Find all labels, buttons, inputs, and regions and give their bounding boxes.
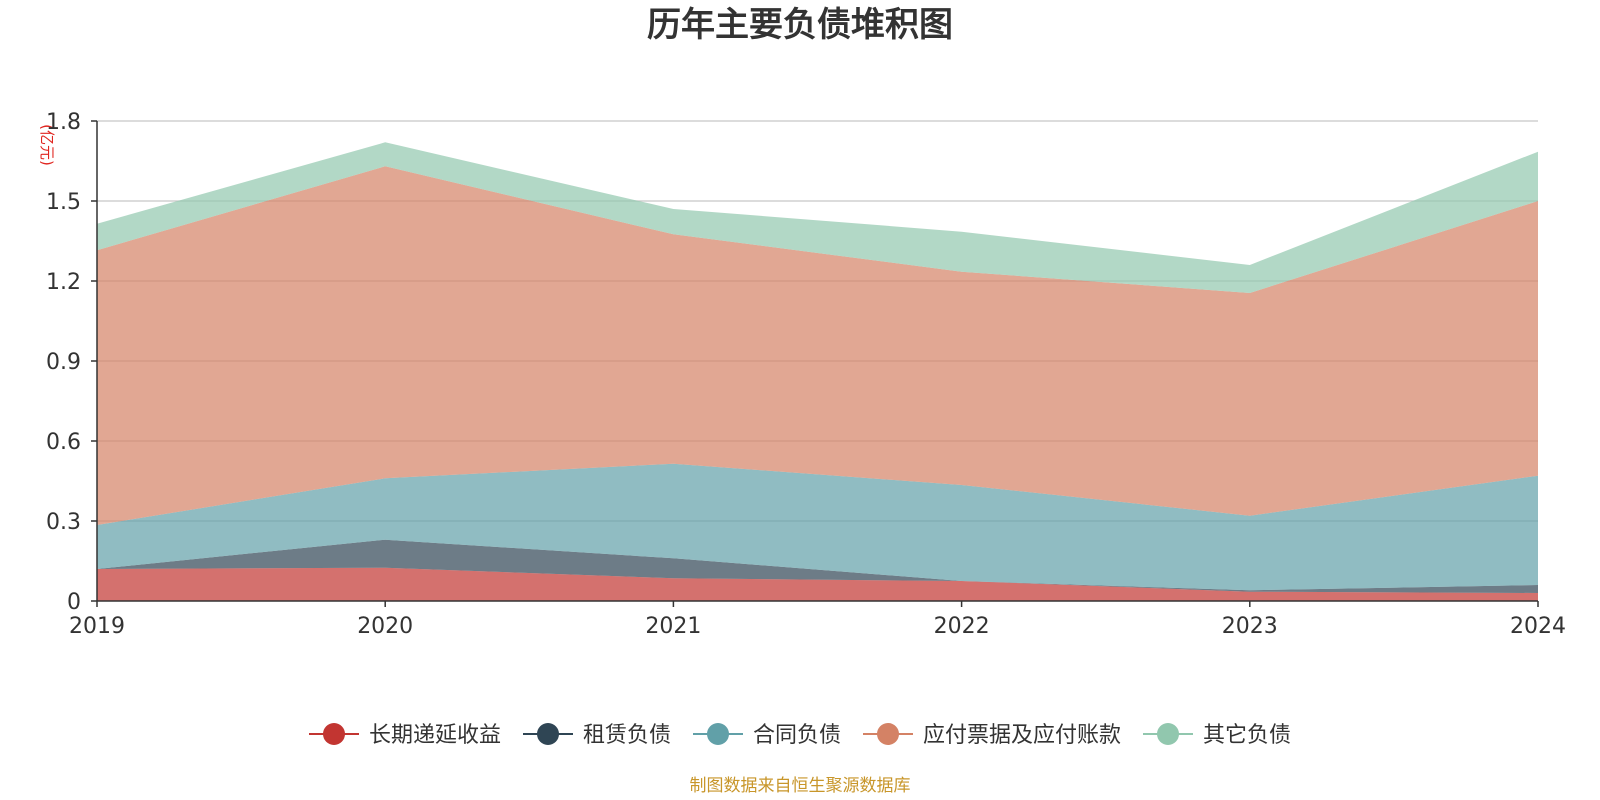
x-tick-label: 2022 [934,614,990,639]
legend[interactable]: 长期递延收益 租赁负债 合同负债 应付票据及应付账款 其它负债 [309,723,1291,748]
axes: 0 0.3 0.6 0.9 1.2 1.5 1.8 2019 2020 2021 2022 2023 2… [46,110,1566,639]
legend-label: 长期递延收益 [369,723,501,748]
y-tick-label: 0 [67,590,81,615]
legend-marker [1157,723,1179,745]
data-source-note: 制图数据来自恒生聚源数据库 [690,776,911,796]
legend-label: 合同负债 [753,723,841,748]
area-series [97,142,1538,601]
y-tick-label: 0.9 [46,350,81,375]
legend-label: 应付票据及应付账款 [923,723,1121,748]
legend-marker [877,723,899,745]
area-2 [97,539,1538,593]
y-axis-unit: (亿元) [38,124,56,166]
x-tick-label: 2019 [69,614,125,639]
legend-item-1[interactable]: 长期递延收益 [309,723,501,748]
y-tick-label: 1.8 [46,110,81,135]
x-tick-label: 2024 [1510,614,1566,639]
area-4 [97,166,1538,526]
y-tick-label: 1.2 [46,270,81,295]
y-tick-label: 0.6 [46,430,81,455]
area-3 [97,463,1538,591]
legend-marker [537,723,559,745]
area-1 [97,567,1538,601]
y-tick-label: 0.3 [46,510,81,535]
legend-item-3[interactable]: 合同负债 [693,723,841,748]
legend-label: 其它负债 [1203,723,1291,748]
legend-item-5[interactable]: 其它负债 [1143,723,1291,748]
y-tick-label: 1.5 [46,190,81,215]
x-tick-label: 2021 [645,614,701,639]
x-tick-label: 2020 [357,614,413,639]
legend-marker [707,723,729,745]
legend-label: 租赁负债 [583,723,671,748]
legend-item-2[interactable]: 租赁负债 [523,723,671,748]
legend-marker [323,723,345,745]
area-5 [97,142,1538,293]
legend-item-4[interactable]: 应付票据及应付账款 [863,723,1121,748]
x-tick-label: 2023 [1222,614,1278,639]
chart-title: 历年主要负债堆积图 [647,5,953,45]
